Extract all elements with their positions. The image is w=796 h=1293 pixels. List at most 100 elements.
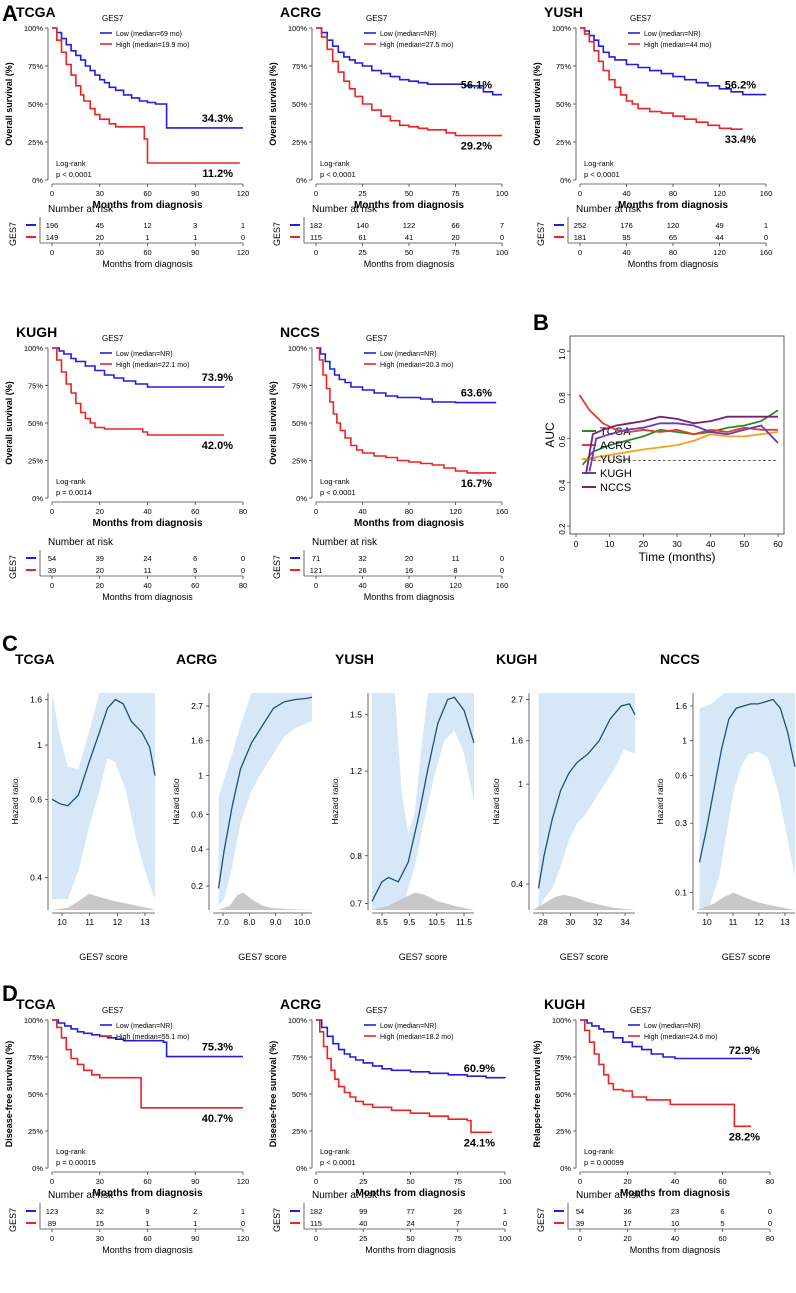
y-tick-label: 25%: [556, 138, 571, 147]
y-tick-label: 0%: [560, 176, 571, 185]
y-tick-label: 100%: [288, 24, 308, 33]
risk-cell-low: 39: [96, 554, 104, 563]
risk-cell-high: 5: [193, 566, 197, 575]
y-tick-label: 50%: [292, 1090, 307, 1099]
y-tick-label: 100%: [24, 344, 44, 353]
y-tick-label: 0%: [32, 494, 43, 503]
risk-cell-high: 61: [358, 233, 366, 242]
spline-xlabel: GES7 score: [399, 952, 448, 962]
risk-x-tick-label: 0: [578, 248, 582, 257]
risk-cell-high: 0: [764, 233, 768, 242]
km-xlabel: Months from diagnosis: [356, 1188, 466, 1199]
spline-y-tick-label: 1: [37, 740, 42, 750]
risk-ylabel: GES7: [272, 1208, 282, 1232]
risk-x-tick-label: 160: [760, 248, 773, 257]
spline-x-tick-label: 11.5: [456, 917, 472, 927]
auc-x-tick-label: 40: [706, 539, 716, 549]
risk-cell-low: 1: [241, 1207, 245, 1216]
auc-legend-label: NCCS: [600, 482, 631, 494]
x-tick-label: 80: [239, 507, 247, 516]
risk-x-tick-label: 60: [718, 1234, 726, 1243]
risk-cell-high: 149: [46, 233, 59, 242]
spline-x-tick-label: 30: [566, 917, 576, 927]
risk-cell-low: 71: [312, 554, 320, 563]
risk-cell-high: 39: [576, 1219, 584, 1228]
density-shape: [533, 894, 635, 910]
spline-y-tick-label: 0.6: [675, 770, 687, 780]
risk-title: Number at risk: [312, 1190, 378, 1201]
spline-y-tick-label: 1.6: [191, 736, 203, 746]
x-tick-label: 160: [496, 507, 509, 516]
risk-ylabel: GES7: [272, 555, 282, 579]
km-curve-high: [52, 1019, 243, 1109]
risk-cell-low: 32: [96, 1207, 104, 1216]
x-tick-label: 0: [50, 507, 54, 516]
spline-x-tick-label: 32: [593, 917, 603, 927]
risk-cell-high: 44: [715, 233, 723, 242]
risk-cell-high: 5: [720, 1219, 724, 1228]
legend-label-low: Low (median=69 mo): [116, 31, 182, 38]
auc-legend-label: YUSH: [600, 454, 631, 466]
y-tick-label: 0%: [296, 494, 307, 503]
spline-xlabel: GES7 score: [238, 952, 287, 962]
end-label-low: 63.6%: [461, 388, 492, 400]
confidence-band: [218, 693, 312, 906]
legend-title: GES7: [102, 14, 124, 23]
auc-line-tcga: [581, 409, 779, 466]
spline-y-tick-label: 0.6: [30, 794, 42, 804]
risk-cell-high: 40: [359, 1219, 367, 1228]
risk-x-tick-label: 20: [623, 1234, 631, 1243]
km-title: ACRG: [280, 4, 321, 20]
density-shape: [52, 893, 155, 910]
y-tick-label: 50%: [28, 100, 43, 109]
risk-x-tick-label: 0: [50, 1234, 54, 1243]
x-tick-label: 90: [191, 1177, 199, 1186]
y-tick-label: 75%: [28, 1053, 43, 1062]
spline-y-tick-label: 0.1: [675, 888, 687, 898]
spline-panel-nccs: NCCS 0.1 0.3 0.6 1 1.6 10 11 12 13 Hazard ratio GES…: [655, 651, 796, 962]
spline-panel-acrg: ACRG 0.2 0.4 0.6 1 1.6 2.7 7.0 8.0 9.0 10.0 Hazard …: [171, 651, 313, 962]
spline-panel-tcga: TCGA 0.4 0.6 1 1.6 10 11 12 13 Hazard ratio GES7 s…: [10, 651, 156, 962]
y-tick-label: 50%: [28, 419, 43, 428]
x-tick-label: 80: [669, 189, 677, 198]
spline-x-tick-label: 8.0: [243, 917, 255, 927]
km-title: TCGA: [16, 4, 56, 20]
risk-cell-low: 6: [720, 1207, 724, 1216]
y-tick-label: 100%: [288, 344, 308, 353]
x-tick-label: 25: [358, 189, 366, 198]
auc-x-tick-label: 60: [773, 539, 783, 549]
logrank-label: Log-rank: [56, 1147, 86, 1156]
km-ylabel: Overall survival (%): [268, 381, 278, 465]
risk-cell-low: 1: [764, 221, 768, 230]
x-tick-label: 50: [406, 1177, 414, 1186]
spline-xlabel: GES7 score: [79, 952, 128, 962]
risk-cell-high: 121: [310, 566, 323, 575]
risk-x-tick-label: 0: [314, 248, 318, 257]
risk-cell-low: 182: [310, 1207, 323, 1216]
km-title: ACRG: [280, 996, 321, 1012]
y-tick-label: 75%: [556, 1053, 571, 1062]
y-tick-label: 100%: [288, 1016, 308, 1025]
risk-cell-high: 26: [358, 566, 366, 575]
logrank-label: Log-rank: [56, 477, 86, 486]
spline-panel-yush: YUSH 0.7 0.8 1.2 1.5 8.5 9.5 10.5 11.5 Hazard rat…: [330, 651, 475, 962]
auc-line-yush: [589, 431, 779, 460]
x-tick-label: 120: [237, 189, 250, 198]
spline-y-tick-label: 1.2: [350, 766, 362, 776]
risk-title: Number at risk: [312, 204, 378, 215]
end-label-low: 60.9%: [464, 1063, 495, 1075]
logrank-pvalue: p < 0.0001: [320, 170, 356, 179]
risk-cell-low: 140: [356, 221, 369, 230]
legend-title: GES7: [630, 14, 652, 23]
risk-cell-low: 122: [403, 221, 416, 230]
auc-y-tick-label: 0.2: [558, 523, 567, 535]
auc-ylabel: AUC: [543, 422, 557, 448]
logrank-label: Log-rank: [320, 1147, 350, 1156]
risk-x-tick-label: 0: [314, 581, 318, 590]
risk-cell-high: 11: [144, 566, 152, 575]
spline-x-tick-label: 10: [702, 917, 712, 927]
y-tick-label: 50%: [556, 100, 571, 109]
legend-label-high: High (median=18.2 mo): [380, 1034, 453, 1041]
